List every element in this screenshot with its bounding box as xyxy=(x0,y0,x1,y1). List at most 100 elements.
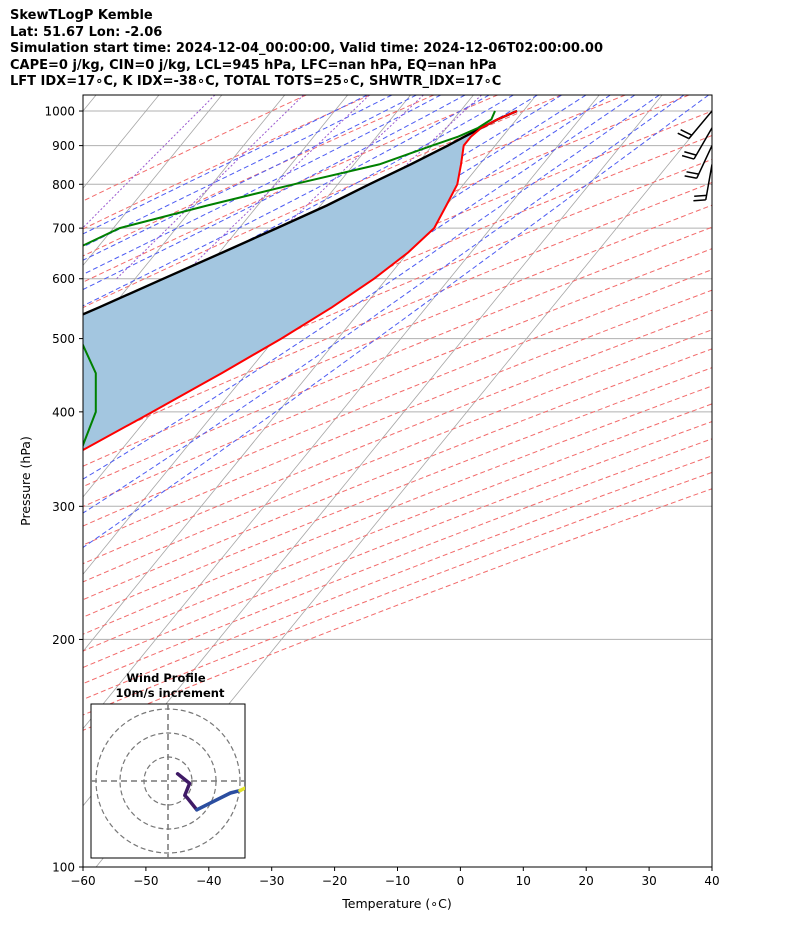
barb-full-tick xyxy=(738,425,740,437)
barb-full-tick xyxy=(686,171,699,175)
dry-adiabat-line xyxy=(83,248,712,508)
barb-full-tick xyxy=(734,745,736,757)
barb-half-tick xyxy=(730,878,732,884)
barb-full-tick xyxy=(735,613,737,625)
y-tick-label: 200 xyxy=(52,633,75,647)
barb-half-tick xyxy=(736,651,737,657)
barb-shaft xyxy=(688,110,712,140)
x-axis: −60 −50 −40 −30 −20 −10 0 10 20 30 40 xyxy=(70,867,720,888)
barb-full-tick xyxy=(734,290,736,302)
x-tick-label: −60 xyxy=(70,874,95,888)
barb-half-tick xyxy=(731,465,732,471)
barb-flag xyxy=(739,579,744,592)
wind-barb xyxy=(711,205,728,242)
cape-cin-shading xyxy=(83,111,517,450)
dry-adiabat-line xyxy=(83,367,712,618)
x-tick-label: −30 xyxy=(259,874,284,888)
dry-adiabat-line xyxy=(83,95,562,309)
y-tick-label: 800 xyxy=(52,178,75,192)
barb-full-tick xyxy=(738,469,740,481)
moist-adiabat-line xyxy=(83,95,466,291)
temperature-profile-line xyxy=(83,110,518,452)
barb-full-tick xyxy=(736,268,739,280)
barb-shaft xyxy=(711,307,712,309)
barb-shaft xyxy=(711,683,712,685)
y-tick-label: 400 xyxy=(52,405,75,419)
barb-full-tick xyxy=(684,151,697,156)
mixing-ratio-line xyxy=(178,95,370,280)
x-tick-label: 0 xyxy=(457,874,465,888)
barb-full-tick xyxy=(740,812,743,824)
dry-adiabat-line xyxy=(83,329,712,583)
barb-shaft xyxy=(711,411,712,413)
barb-shaft xyxy=(693,127,712,160)
barb-full-tick xyxy=(736,883,739,895)
barb-full-tick xyxy=(734,350,736,362)
wind-barb xyxy=(711,373,746,397)
barb-full-tick xyxy=(719,233,728,242)
wind-barbs xyxy=(677,110,746,895)
wind-barb xyxy=(693,164,712,202)
chart-header: SkewTLogP Kemble Lat: 51.67 Lon: -2.06 S… xyxy=(10,8,603,91)
dry-adiabat-line xyxy=(83,385,712,635)
hodograph-title: Wind Profile xyxy=(126,671,206,685)
wind-barb xyxy=(711,307,744,335)
dry-adiabat-line xyxy=(83,226,712,488)
barb-shaft xyxy=(711,506,712,508)
barb-full-tick xyxy=(745,385,746,397)
wind-barb xyxy=(711,566,744,592)
barb-flag xyxy=(739,652,744,665)
wind-barb xyxy=(711,639,744,665)
barb-half-tick xyxy=(731,421,732,427)
barb-full-tick xyxy=(738,352,740,364)
barb-flag xyxy=(739,613,744,626)
barb-full-tick xyxy=(713,214,723,221)
barb-full-tick xyxy=(680,129,693,136)
wind-barb xyxy=(711,411,740,437)
barb-half-tick xyxy=(732,611,733,617)
y-axis: 1000 900 800 700 600 500 400 300 200 100 xyxy=(44,105,83,875)
hodograph-trace xyxy=(195,788,242,812)
barb-full-tick xyxy=(677,132,690,140)
y-tick-label: 600 xyxy=(52,272,75,286)
wind-barb xyxy=(711,455,740,481)
barb-full-tick xyxy=(734,319,736,331)
barb-shaft xyxy=(711,252,712,254)
barb-half-tick xyxy=(731,317,732,323)
wind-barb xyxy=(684,145,712,179)
barb-half-tick xyxy=(734,266,736,272)
dry-adiabat-line xyxy=(83,455,712,701)
wind-barb xyxy=(711,228,730,254)
wind-barb xyxy=(711,506,712,508)
dry-adiabat-line xyxy=(83,181,712,446)
x-tick-label: −50 xyxy=(133,874,158,888)
y-tick-label: 1000 xyxy=(44,105,75,119)
dry-adiabat-line xyxy=(83,421,712,669)
barb-shaft xyxy=(711,205,712,207)
parcel-profile-line xyxy=(83,109,518,316)
location-line: Lat: 51.67 Lon: -2.06 xyxy=(10,24,163,40)
dry-adiabat-line xyxy=(83,488,712,731)
barb-full-tick xyxy=(738,321,740,333)
barb-full-tick xyxy=(684,175,697,179)
indices-line: LFT IDX=17∘C, K IDX=-38∘C, TOTAL TOTS=25… xyxy=(10,74,502,89)
moist-adiabat-line xyxy=(83,95,660,480)
barb-full-tick xyxy=(734,423,736,435)
barb-full-tick xyxy=(738,747,740,759)
hodograph-trace xyxy=(175,772,199,812)
barb-full-tick xyxy=(732,807,735,819)
barb-half-tick xyxy=(726,249,730,254)
wind-barb xyxy=(711,184,724,225)
wind-barb xyxy=(677,110,712,140)
dewpoint-profile-line xyxy=(83,110,496,448)
x-tick-label: 40 xyxy=(704,874,719,888)
wind-barb xyxy=(711,600,744,626)
barb-full-tick xyxy=(742,323,744,335)
barb-full-tick xyxy=(714,218,724,225)
x-tick-label: 30 xyxy=(641,874,656,888)
barb-shaft xyxy=(696,145,712,179)
barb-full-tick xyxy=(730,743,732,755)
mixing-ratio-line xyxy=(116,95,304,280)
wind-barb xyxy=(711,733,740,759)
